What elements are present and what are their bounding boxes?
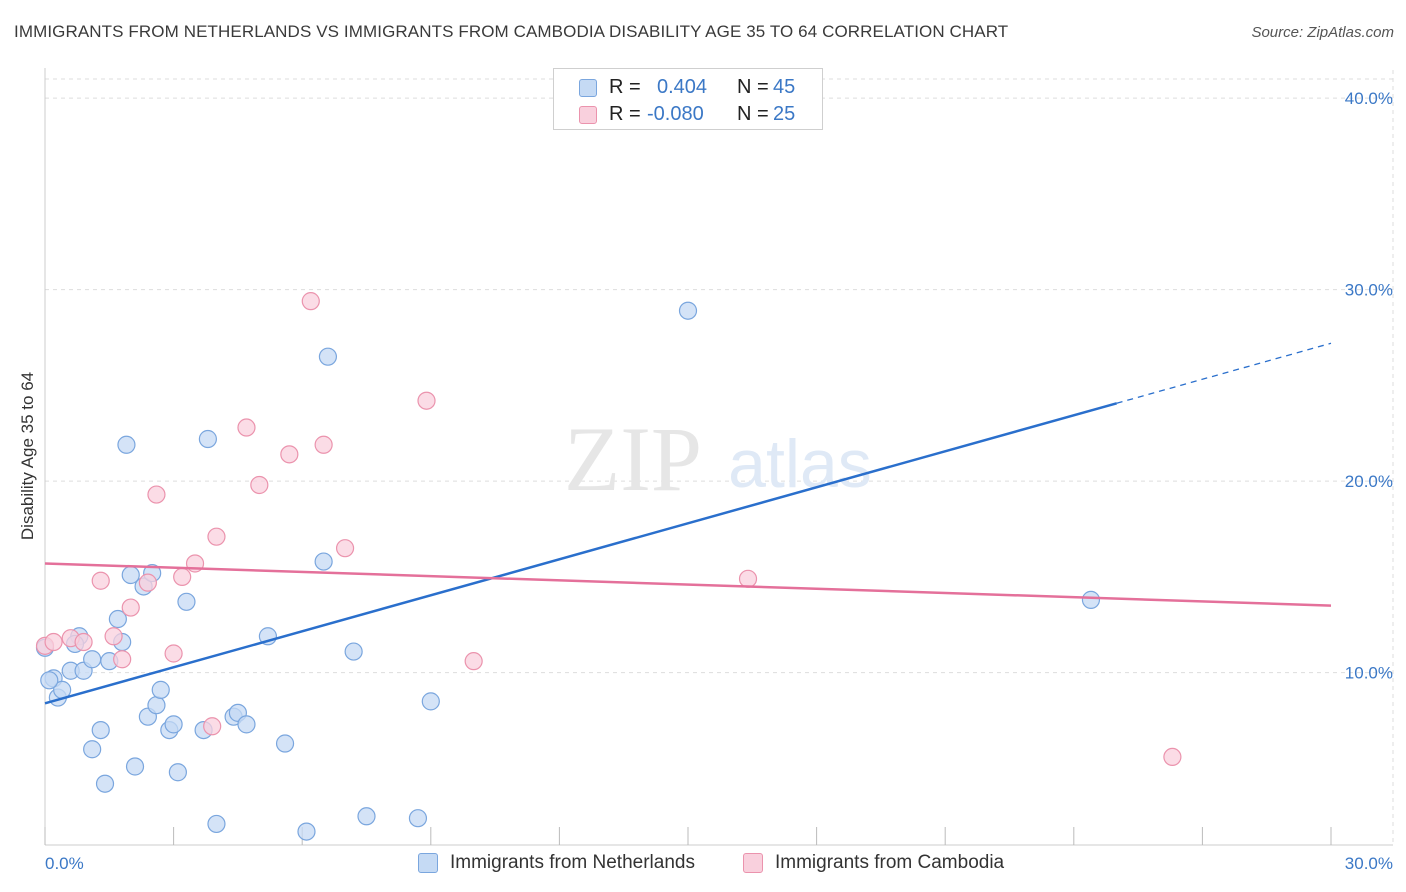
bottom-legend-label-cambodia: Immigrants from Cambodia — [775, 852, 1005, 873]
point-cambodia — [301, 292, 320, 311]
y-tick-label: 40.0% — [1345, 89, 1393, 108]
legend: R = 0.404 N = 45 R = -0.080 N = 25 — [553, 68, 823, 130]
legend-swatch-netherlands — [579, 79, 597, 97]
trend-lines — [44, 342, 1332, 705]
watermark: ZIP atlas — [564, 408, 872, 510]
point-netherlands — [147, 696, 166, 715]
watermark-atlas: atlas — [728, 426, 872, 502]
legend-r-value-cambodia: -0.080 — [647, 103, 704, 125]
grid-lines — [45, 70, 1394, 845]
legend-r-label: R = — [609, 103, 641, 125]
point-netherlands — [1081, 590, 1101, 609]
bottom-legend-swatch-netherlands — [418, 853, 438, 873]
point-cambodia — [335, 539, 355, 558]
tick-labels: 10.0% 20.0% 30.0% 40.0% 0.0% 30.0% — [45, 89, 1393, 873]
point-cambodia — [113, 650, 132, 669]
source-credit: Source: ZipAtlas.com — [1251, 24, 1394, 41]
legend-n-value-netherlands: 45 — [773, 76, 796, 98]
point-netherlands — [91, 720, 110, 740]
legend-r-label: R = — [609, 76, 641, 98]
watermark-zip: ZIP — [564, 408, 702, 510]
data-points — [35, 292, 1182, 841]
point-netherlands — [314, 552, 333, 571]
y-tick-label: 10.0% — [1345, 664, 1393, 683]
bottom-legend-swatch-cambodia — [743, 853, 763, 873]
point-netherlands — [207, 814, 226, 834]
legend-n-value-cambodia: 25 — [773, 103, 796, 125]
chart-title: IMMIGRANTS FROM NETHERLANDS VS IMMIGRANT… — [14, 22, 1009, 41]
legend-swatch-cambodia — [579, 106, 597, 124]
point-cambodia — [1163, 747, 1182, 767]
y-tick-label: 30.0% — [1345, 281, 1393, 300]
point-cambodia — [314, 435, 333, 454]
trend-line-netherlands — [44, 402, 1118, 705]
point-cambodia — [104, 627, 123, 646]
point-cambodia — [250, 475, 269, 495]
point-netherlands — [297, 822, 316, 841]
point-cambodia — [74, 632, 93, 652]
point-cambodia — [121, 598, 140, 617]
legend-n-label: N = — [737, 76, 769, 98]
point-netherlands — [83, 740, 102, 759]
point-netherlands — [177, 592, 196, 611]
x-tick-label: 30.0% — [1345, 854, 1393, 873]
bottom-legend-label-netherlands: Immigrants from Netherlands — [450, 852, 695, 873]
point-cambodia — [164, 644, 183, 663]
point-netherlands — [357, 807, 376, 826]
point-cambodia — [417, 391, 436, 410]
point-cambodia — [738, 569, 758, 588]
point-netherlands — [168, 763, 187, 782]
point-cambodia — [44, 632, 63, 652]
trend-line-cambodia — [44, 562, 1332, 607]
point-cambodia — [173, 567, 192, 587]
point-cambodia — [91, 571, 110, 590]
trend-line-netherlands-extension — [1116, 342, 1332, 404]
point-netherlands — [237, 715, 256, 734]
point-netherlands — [678, 301, 698, 320]
axes — [44, 68, 1393, 846]
legend-r-value-netherlands: 0.404 — [657, 76, 708, 98]
point-netherlands — [318, 347, 338, 366]
point-netherlands — [40, 671, 59, 690]
point-cambodia — [138, 573, 157, 592]
point-cambodia — [207, 527, 226, 546]
point-netherlands — [275, 734, 295, 753]
point-cambodia — [203, 717, 222, 736]
point-netherlands — [344, 642, 363, 661]
point-netherlands — [117, 435, 136, 454]
point-netherlands — [125, 757, 145, 776]
y-tick-label: 20.0% — [1345, 472, 1393, 491]
point-netherlands — [421, 692, 440, 711]
point-netherlands — [95, 774, 115, 793]
point-netherlands — [408, 809, 428, 828]
point-netherlands — [83, 650, 102, 669]
legend-n-label: N = — [737, 103, 769, 125]
point-netherlands — [151, 680, 170, 699]
point-cambodia — [464, 652, 483, 671]
point-netherlands — [198, 429, 217, 449]
point-netherlands — [108, 609, 127, 629]
point-cambodia — [147, 485, 166, 504]
y-axis-label: Disability Age 35 to 64 — [18, 372, 37, 540]
point-cambodia — [280, 445, 299, 464]
point-netherlands — [164, 715, 183, 734]
point-cambodia — [237, 418, 256, 437]
x-tick-label: 0.0% — [45, 854, 84, 873]
